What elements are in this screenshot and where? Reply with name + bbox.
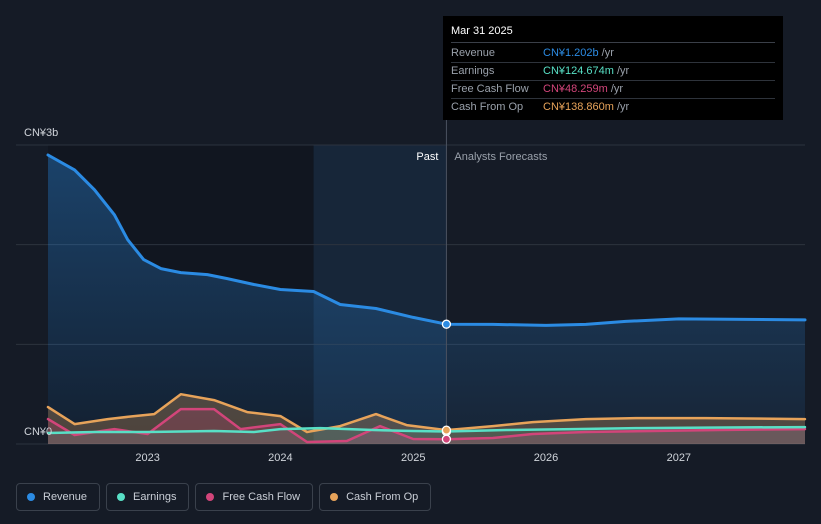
revenue-line [46,153,807,327]
free-cash-flow-marker [441,434,452,444]
legend-item-cash-from-op[interactable]: Cash From Op [319,483,432,511]
tooltip-date: Mar 31 2025 [451,24,775,43]
legend-dot-icon [27,493,35,501]
legend-dot-icon [117,493,126,501]
y-axis-label-zero: CN¥0 [24,426,52,438]
legend-item-earnings[interactable]: Earnings [106,483,190,511]
tooltip-label: Revenue [451,47,496,59]
x-tick-label: 2023 [135,452,159,464]
x-tick-label: 2026 [534,452,558,464]
tooltip-unit: /yr [616,101,630,113]
x-tick-label: 2025 [401,452,425,464]
legend-label: Free Cash Flow [222,491,301,503]
free-cash-flow-line [46,407,807,444]
tooltip-value: CN¥1.202b [543,47,599,59]
legend-dot-icon [330,493,339,501]
tooltip-label: Free Cash Flow [451,83,529,95]
tooltip-label: Earnings [451,65,495,77]
legend-label: Cash From Op [346,491,419,503]
legend-label: Earnings [133,491,177,503]
chart-legend: Revenue Earnings Free Cash Flow Cash Fro… [16,483,432,513]
legend-dot-icon [206,493,215,501]
tooltip-row-revenue: Revenue CN¥1.202b /yr [451,45,775,63]
free-cash-flow-area [48,409,805,444]
earnings-line [46,425,807,435]
past-label: Past [416,151,438,163]
forecast-label: Analysts Forecasts [454,151,547,163]
tooltip-unit: /yr [601,47,614,59]
revenue-marker [441,319,452,329]
revenue-area [48,155,805,444]
tooltip-row-free-cash-flow: Free Cash Flow CN¥48.259m /yr [451,81,775,99]
x-tick-label: 2024 [268,452,292,464]
tooltip-unit: /yr [616,65,630,77]
cash-from-op-marker [441,425,452,435]
tooltip-row-earnings: Earnings CN¥124.674m /yr [451,63,775,81]
y-axis-label-top: CN¥3b [24,127,58,139]
legend-item-free-cash-flow[interactable]: Free Cash Flow [195,483,314,511]
data-tooltip: Mar 31 2025 Revenue CN¥1.202b /yr Earnin… [443,16,783,120]
tooltip-row-cash-from-op: Cash From Op CN¥138.860m /yr [451,99,775,116]
tooltip-label: Cash From Op [451,101,524,113]
legend-item-revenue[interactable]: Revenue [16,483,101,511]
tooltip-value: CN¥138.860m [543,101,614,113]
legend-label: Revenue [43,491,88,503]
x-tick-label: 2027 [667,452,691,464]
tooltip-unit: /yr [610,83,624,95]
tooltip-value: CN¥48.259m [543,83,608,95]
tooltip-value: CN¥124.674m [543,65,614,77]
